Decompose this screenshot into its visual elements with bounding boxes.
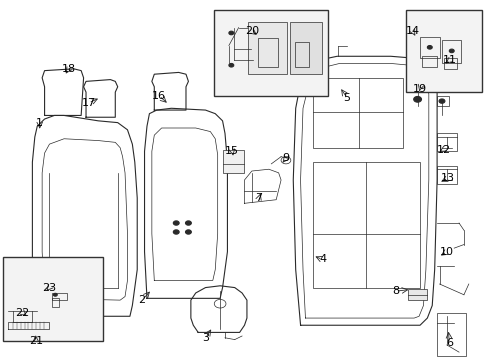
Bar [436, 166, 456, 184]
Bar [436, 96, 448, 107]
Bar [436, 134, 456, 151]
Bar [258, 39, 277, 67]
Text: 18: 18 [62, 64, 76, 74]
Circle shape [448, 49, 453, 53]
Text: 17: 17 [81, 98, 95, 108]
Text: 12: 12 [435, 144, 449, 154]
Text: 20: 20 [244, 26, 258, 36]
Bar [248, 22, 287, 74]
Text: 6: 6 [445, 338, 452, 348]
Bar [52, 298, 59, 307]
Circle shape [228, 63, 233, 67]
Text: 7: 7 [255, 193, 262, 203]
Circle shape [185, 221, 191, 225]
Bar [289, 22, 321, 74]
Bar [422, 56, 436, 67]
Text: 19: 19 [412, 84, 426, 94]
Bar [436, 313, 466, 356]
Bar [444, 58, 456, 69]
Bar [419, 37, 439, 58]
Text: 3: 3 [202, 333, 208, 343]
Text: 16: 16 [152, 91, 166, 101]
Circle shape [173, 221, 179, 225]
Circle shape [173, 230, 179, 234]
Circle shape [438, 99, 444, 103]
Bar [214, 10, 328, 96]
Text: 11: 11 [442, 55, 456, 65]
Circle shape [228, 31, 233, 35]
Bar [408, 44, 422, 53]
Bar [52, 293, 66, 300]
Text: 23: 23 [42, 283, 57, 293]
Text: 10: 10 [439, 247, 453, 257]
Circle shape [413, 96, 421, 102]
Bar [312, 78, 402, 148]
Text: 14: 14 [405, 26, 419, 36]
Text: 8: 8 [391, 286, 398, 296]
Bar [406, 10, 482, 92]
Circle shape [53, 293, 57, 296]
Text: 5: 5 [343, 93, 350, 103]
Bar [294, 42, 309, 67]
Text: 13: 13 [440, 173, 454, 183]
Circle shape [185, 230, 191, 234]
Circle shape [412, 46, 418, 50]
Text: 9: 9 [282, 153, 289, 163]
Bar [441, 40, 461, 63]
Bar [3, 257, 103, 341]
Text: 1: 1 [36, 118, 43, 128]
Bar [312, 162, 419, 288]
Text: 21: 21 [29, 336, 43, 346]
Text: 2: 2 [138, 295, 145, 305]
Text: 15: 15 [225, 146, 239, 156]
Bar [407, 289, 427, 300]
Circle shape [427, 45, 431, 49]
Text: 4: 4 [318, 254, 325, 264]
Text: 22: 22 [16, 308, 30, 318]
Bar [222, 149, 244, 173]
Bar [413, 85, 420, 92]
